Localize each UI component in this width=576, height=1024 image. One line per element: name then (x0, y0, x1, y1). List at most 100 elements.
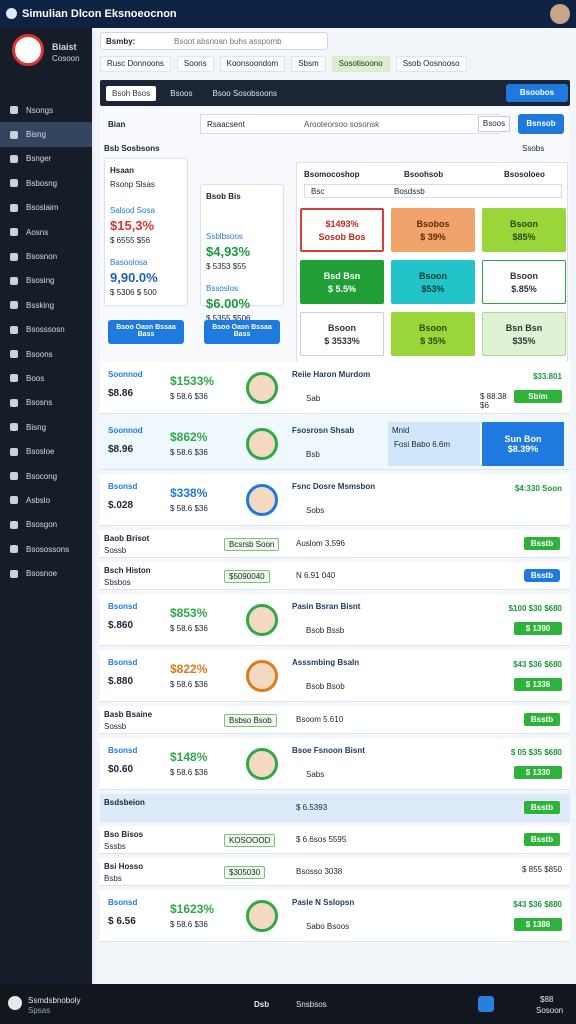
nav-item[interactable]: Bsoslaim (0, 196, 92, 220)
tile[interactable]: Bsd Bsn $ 5.5% (300, 260, 384, 304)
item-avatar (246, 660, 278, 692)
tile[interactable]: Bsobos $ 39% (391, 208, 475, 252)
nav-item[interactable]: Aosns (0, 220, 92, 244)
footer-btn[interactable] (478, 996, 494, 1012)
section-button[interactable]: Bsstb (524, 537, 560, 550)
tile-label: Bsobos (416, 218, 450, 229)
list-item[interactable]: Bsonsd $.880 $822% $ 58.6 $36 Asssmbing Bsal… (100, 650, 570, 702)
tile[interactable]: Bsn Bsn $35% (482, 312, 566, 356)
nav-item[interactable]: Nsongs (0, 98, 92, 122)
nav-item[interactable]: Bsosssosn (0, 318, 92, 342)
list-item[interactable]: Bsonsd $.860 $853% $ 58.6 $36 Pasin Bsran Bi… (100, 594, 570, 646)
item-button[interactable]: $ 1386 (514, 918, 562, 931)
card-value: $6.00% (206, 296, 251, 311)
nav-label: Nsongs (26, 105, 54, 115)
card-sub: Rsonp Slsas (110, 180, 155, 189)
nav-item[interactable]: Bsosossons (0, 537, 92, 561)
item-note: $ 58.6 $36 (170, 448, 208, 457)
tab[interactable]: Koonsoondom (219, 56, 286, 72)
list-item[interactable]: Soonnod $8.96 $862% $ 58.6 $36 Fsosrosn Shsa… (100, 418, 570, 470)
filter-item[interactable]: Bsoh Bsos (106, 85, 157, 101)
item-meta: Bsob Bsob (306, 682, 345, 691)
list-item[interactable]: Soonnod $8.86 $1533% $ 58.6 $36 Reiie Haron … (100, 362, 570, 414)
section-button[interactable]: Bsstb (524, 801, 560, 814)
nav-item[interactable]: Bsoons (0, 342, 92, 366)
filter-item[interactable]: Bsoos (170, 88, 193, 98)
tab[interactable]: Sosotisoono (331, 56, 390, 72)
tile[interactable]: Bsoon $.85% (482, 260, 566, 304)
tile-value: $ 35% (420, 335, 446, 346)
panel-button1[interactable]: Bsoos (478, 116, 510, 132)
list-item[interactable]: Bsonsd $.028 $338% $ 58.6 $36 Fsnc Dosre Msm… (100, 474, 570, 526)
list-section[interactable]: Bsdsbeion $ 6.5393 Bsstb (100, 794, 570, 822)
nav-item[interactable]: Bsosns (0, 391, 92, 415)
item-button[interactable]: $ 1336 (514, 678, 562, 691)
nav-icon (10, 569, 18, 578)
tab[interactable]: Rusc Donnoons (100, 56, 171, 72)
item-right: $43 $36 $880 (513, 900, 562, 909)
nav-item[interactable]: Bsnger (0, 147, 92, 171)
panel-link[interactable]: Ssobs (522, 144, 545, 153)
list-item[interactable]: Bsonsd $ 6.56 $1623% $ 58.6 $36 Pasle N Sslo… (100, 890, 570, 942)
item-box[interactable]: Sun Bon $8.39% (482, 422, 564, 466)
list-section[interactable]: Baob Brisot Sossb Bcsrsb Soon Auslom 3.596 B… (100, 530, 570, 558)
nav-item[interactable]: Bisng (0, 122, 92, 147)
nav-item[interactable]: Boos (0, 366, 92, 390)
section-button[interactable]: Bsstb (524, 833, 560, 846)
card-value: $15,3% (110, 218, 155, 233)
list-section[interactable]: Bso Bisos Sssbs KOSOOOD $ 6.6sos 5595 Bsstb (100, 826, 570, 854)
nav-item[interactable]: Bsosloe (0, 439, 92, 463)
nav-item[interactable]: Bsocong (0, 464, 92, 488)
panel-badge: Bian (108, 120, 126, 129)
list-item[interactable]: Bsonsd $0.60 $148% $ 58.6 $36 Bsoe Fsnoon Bi… (100, 738, 570, 790)
panel-button2[interactable]: Bsnsob (518, 114, 564, 134)
nav-item[interactable]: Bsbosng (0, 171, 92, 195)
nav-item[interactable]: Bsosing (0, 269, 92, 293)
tile[interactable]: Bsoon $ 35% (391, 312, 475, 356)
item-price: $.880 (108, 676, 134, 687)
list-section[interactable]: Bsch Histon Sbsbos $5090040 N 6.91 040 Bsstb (100, 562, 570, 590)
section-label: Bso Bisos (104, 830, 144, 839)
section-button[interactable]: Bsstb (524, 569, 560, 582)
nav-icon (10, 228, 18, 237)
list-section[interactable]: Bsi Hosso Bsbs $305030 Bsosso 3038 $ 855 $85… (100, 858, 570, 886)
item-button[interactable]: Sbim (514, 390, 562, 403)
nav-item[interactable]: Bsosnoe (0, 561, 92, 585)
footer-app: Ssmdsbnoboly (28, 996, 81, 1005)
card-button[interactable]: Bsoo Oasn Bssaa Bass (204, 320, 280, 344)
nav-item[interactable]: Asbslo (0, 488, 92, 512)
section-button[interactable]: $ 855 $850 (521, 865, 562, 874)
user-avatar[interactable] (550, 4, 570, 24)
tile[interactable]: Bsoon $85% (482, 208, 566, 252)
tab[interactable]: Soons (176, 56, 214, 72)
section-sub: Bsbs (104, 874, 122, 883)
tile-value: $ 5.5% (327, 283, 357, 294)
item-button[interactable]: $ 1390 (514, 622, 562, 635)
tile[interactable]: $1493% Sosob Bos (300, 208, 384, 252)
tile[interactable]: Bsoon $ 3533% (300, 312, 384, 356)
tiles-select[interactable]: Bosdssb (394, 187, 425, 196)
nav-item[interactable]: Bssking (0, 293, 92, 317)
nav-icon (10, 496, 18, 505)
nav-item[interactable]: Bsosnon (0, 244, 92, 268)
nav-icon (10, 545, 18, 554)
nav-label: Bisng (26, 422, 47, 432)
filter-item[interactable]: Bsoo Sosobsoons (212, 88, 277, 98)
tab[interactable]: Ssob Oosnooso (395, 56, 467, 72)
section-sub: Sbsbos (104, 578, 131, 587)
tile-value: Sosob Bos (318, 231, 366, 242)
nav-item[interactable]: Bisng (0, 415, 92, 439)
list-section[interactable]: Basb Bsaine Sossb Bsbso Bsob Bsoom 5.610 Bss… (100, 706, 570, 734)
item-button[interactable]: $ 1330 (514, 766, 562, 779)
nav-item[interactable]: Bsosgon (0, 513, 92, 537)
card-button[interactable]: Bsoo Oasn Bssaa Bass (108, 320, 184, 344)
section-button[interactable]: Bsstb (524, 713, 560, 726)
filter-button[interactable]: Bsoobos (506, 84, 568, 102)
tile[interactable]: Bsoon $53% (391, 260, 475, 304)
section-label: Bsdsbeion (104, 798, 145, 807)
card-note: $ 6555 $56 (110, 236, 151, 245)
brand-name: Biaist (52, 42, 77, 52)
tab[interactable]: Sbsm (291, 56, 326, 72)
item-note: $ 58.6 $36 (170, 768, 208, 777)
item-note: $ 58.6 $36 (170, 392, 208, 401)
